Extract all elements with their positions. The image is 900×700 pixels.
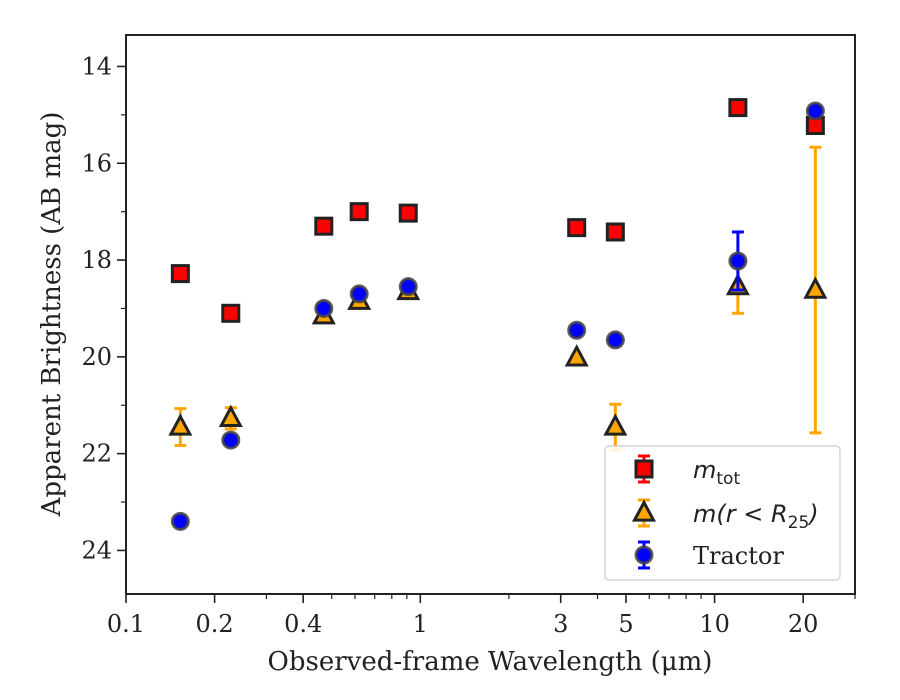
data-point-square (567, 218, 587, 238)
x-tick-label: 10 (699, 610, 730, 638)
x-tick-label: 3 (553, 610, 568, 638)
x-tick-label: 0.2 (196, 610, 234, 638)
data-point-triangle (564, 344, 589, 367)
data-point-circle (728, 251, 748, 271)
data-point-triangle (168, 413, 193, 436)
data-point-square (349, 202, 369, 222)
data-point-triangle (218, 404, 243, 427)
data-point-circle (398, 277, 418, 297)
data-point-square (728, 98, 748, 118)
data-point-square (221, 303, 241, 323)
y-axis: 14 16 18 20 22 24 (81, 52, 126, 564)
legend-marker-square (634, 459, 654, 479)
x-axis: 0.1 0.2 0.4 1 3 5 10 20 (107, 594, 856, 638)
x-tick-label: 0.1 (107, 610, 145, 638)
x-tick-label: 5 (618, 610, 633, 638)
x-tick-label: 0.4 (284, 610, 322, 638)
data-point-square (398, 203, 418, 223)
data-point-square (170, 264, 190, 284)
data-point-circle (805, 101, 825, 121)
plot-frame (125, 34, 856, 595)
data-point-triangle (803, 276, 828, 299)
x-tick-label: 20 (788, 610, 819, 638)
legend-label: m(r < R25) (693, 500, 819, 533)
y-tick-label: 18 (81, 246, 112, 274)
legend-marker-circle (634, 545, 654, 565)
legend-box (604, 445, 841, 581)
series-1 (168, 145, 828, 452)
x-tick-label: 1 (413, 610, 428, 638)
x-axis-label: Observed-frame Wavelength (μm) (268, 647, 713, 677)
series-2 (170, 101, 825, 531)
y-tick-label: 20 (81, 343, 112, 371)
data-point-triangle (603, 413, 628, 436)
series-layer (168, 98, 828, 531)
series-0 (170, 98, 825, 323)
data-point-circle (314, 298, 334, 318)
y-tick-label: 14 (81, 52, 112, 80)
y-axis-label: Apparent Brightness (AB mag) (37, 112, 67, 518)
legend: mtot m(r < R25) Tractor (604, 445, 841, 581)
data-point-circle (567, 320, 587, 340)
data-point-circle (221, 430, 241, 450)
legend-label: Tractor (693, 542, 784, 570)
data-point-square (605, 222, 625, 242)
data-point-square (314, 216, 334, 236)
data-point-circle (605, 330, 625, 350)
data-point-circle (170, 511, 190, 531)
y-tick-label: 24 (81, 536, 112, 564)
legend-marker-triangle (631, 499, 657, 522)
legend-label: mtot (693, 456, 740, 489)
y-tick-label: 22 (81, 440, 112, 468)
data-point-circle (349, 284, 369, 304)
y-tick-label: 16 (81, 149, 112, 177)
